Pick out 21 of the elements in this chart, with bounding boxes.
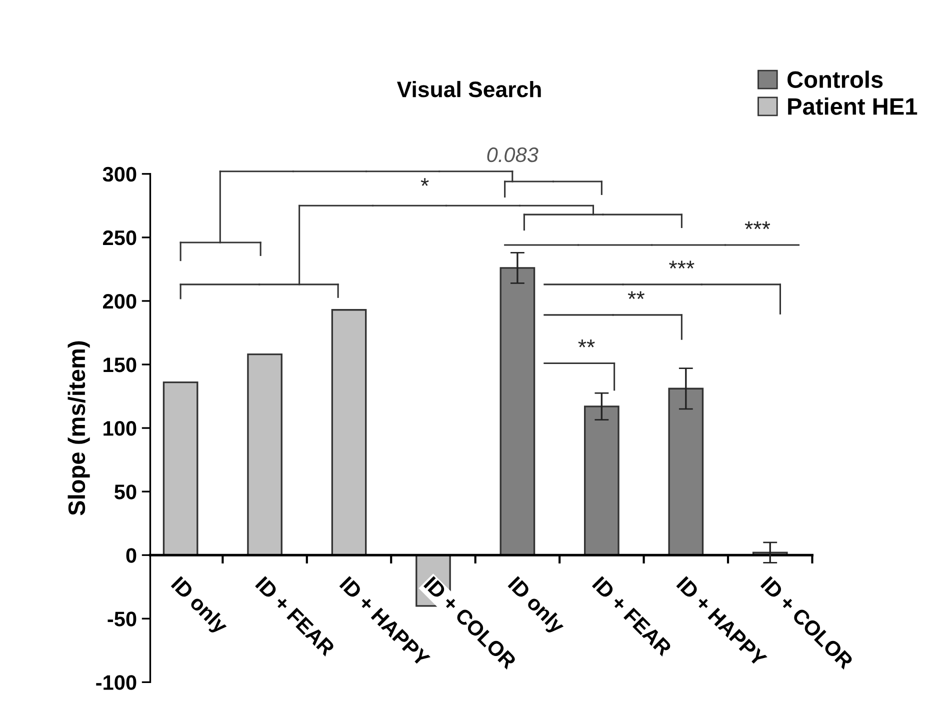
y-tick-label: 250 — [103, 230, 136, 246]
text: 0.083 — [487, 147, 538, 162]
legend-label: Controls — [788, 70, 883, 88]
y-tick-label: 200 — [103, 294, 136, 309]
x-tick-label: ID only — [168, 576, 230, 638]
chart-title: Visual Search — [396, 80, 541, 98]
y-tick-label: 300 — [102, 166, 136, 182]
annotation: *** — [744, 221, 770, 230]
y-tick-label: -50 — [108, 612, 136, 626]
y-tick-label: 0 — [126, 548, 136, 563]
y-tick-label: 150 — [104, 357, 136, 372]
legend-label: Patient HE1 — [788, 98, 918, 115]
annotation: * — [420, 178, 429, 186]
annotation: ** — [578, 340, 595, 348]
y-axis-title: Slope (ms/item) — [68, 341, 90, 516]
y-tick-label: -100 — [96, 675, 136, 690]
annotation: ** — [628, 291, 645, 300]
annotation: *** — [669, 260, 694, 269]
y-tick-label: 50 — [114, 484, 136, 500]
y-tick-label: 100 — [104, 421, 136, 436]
x-tick-label: ID only — [504, 576, 566, 638]
